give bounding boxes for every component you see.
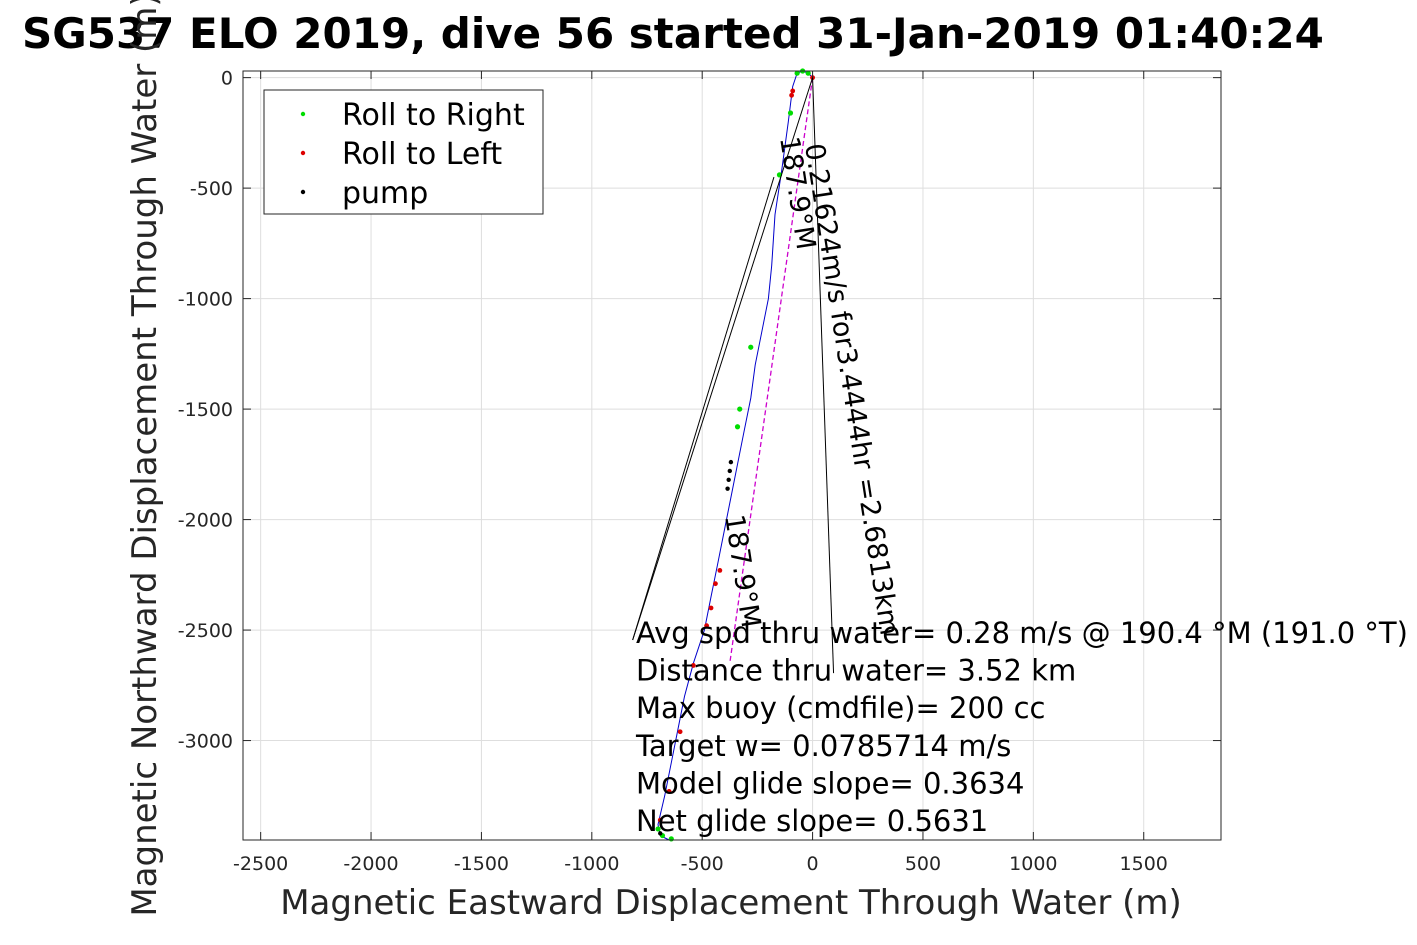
current-vector-line <box>632 77 814 641</box>
roll-left-point <box>717 568 723 573</box>
roll-left-point <box>666 788 672 794</box>
y-tick-label: -1500 <box>178 399 233 421</box>
y-tick-label: -2000 <box>178 510 233 532</box>
x-tick-label: 500 <box>905 853 941 875</box>
roll-left-point <box>657 817 663 823</box>
chart-title: SG537 ELO 2019, dive 56 started 31-Jan-2… <box>22 9 1324 58</box>
current-vector-line <box>632 176 775 641</box>
pump-point <box>728 459 734 465</box>
current-vector-line <box>812 77 835 674</box>
roll-right-point <box>734 424 741 430</box>
legend-marker <box>300 111 306 117</box>
stats-line: Max buoy (cmdfile)= 200 cc <box>636 691 1045 725</box>
ticks: -2500 -2000 -1500 -1000 -500 0 500 1000 1500 0 -50… <box>178 68 1221 875</box>
legend-box <box>263 89 544 215</box>
roll-right-point <box>787 110 794 116</box>
x-tick-label: -1000 <box>564 853 619 875</box>
legend-marker <box>300 150 306 156</box>
data-layer <box>655 68 815 842</box>
stats-line: Target w= 0.0785714 m/s <box>635 729 1011 763</box>
stats-line: Model glide slope= 0.3634 <box>636 766 1024 800</box>
y-axis-label: Magnetic Northward Displacement Through … <box>125 0 165 917</box>
roll-left-point <box>690 663 696 668</box>
roll-left-point <box>790 88 796 94</box>
stats-line: Avg spd thru water= 0.28 m/s @ 190.4 °M … <box>636 616 1408 650</box>
legend: Roll to Right Roll to Left pump <box>263 89 544 215</box>
legend-label: pump <box>342 176 428 211</box>
pump-point <box>725 486 730 491</box>
y-tick-label: 0 <box>221 68 233 90</box>
y-tick-label: -3000 <box>178 731 233 753</box>
roll-left-point <box>708 605 714 611</box>
x-tick-label: 0 <box>807 853 819 875</box>
y-tick-label: -1000 <box>178 289 233 311</box>
roll-left-point <box>704 623 710 629</box>
current-direction-line <box>729 77 814 664</box>
plot-frame <box>242 70 1222 841</box>
pump-point <box>727 468 732 474</box>
x-tick-label: 1000 <box>1009 853 1057 875</box>
track-line <box>657 70 813 841</box>
x-tick-label: 1500 <box>1120 853 1168 875</box>
x-tick-label: -2000 <box>343 853 398 875</box>
pump-point <box>658 831 663 836</box>
legend-label: Roll to Left <box>342 137 502 172</box>
roll-left-point <box>677 729 683 735</box>
stats-line: Distance thru water= 3.52 km <box>636 654 1076 688</box>
x-tick-label: -500 <box>681 853 724 875</box>
grid <box>243 71 1221 840</box>
roll-right-point <box>655 826 661 832</box>
roll-left-point <box>789 92 795 98</box>
roll-left-point <box>713 581 718 587</box>
legend-label: Roll to Right <box>342 98 525 133</box>
x-tick-label: -1500 <box>454 853 509 875</box>
x-tick-label: -2500 <box>233 853 288 875</box>
stats-line: Net glide slope= 0.5631 <box>636 804 988 838</box>
roll-right-point <box>805 70 811 76</box>
roll-right-point <box>748 344 754 350</box>
roll-right-point <box>737 406 743 412</box>
y-tick-label: -2500 <box>178 620 233 642</box>
pump-point <box>726 477 731 483</box>
x-axis-label: Magnetic Eastward Displacement Through W… <box>280 883 1182 923</box>
roll-right-point <box>794 70 800 76</box>
legend-marker <box>300 189 306 195</box>
y-tick-label: -500 <box>190 178 233 200</box>
